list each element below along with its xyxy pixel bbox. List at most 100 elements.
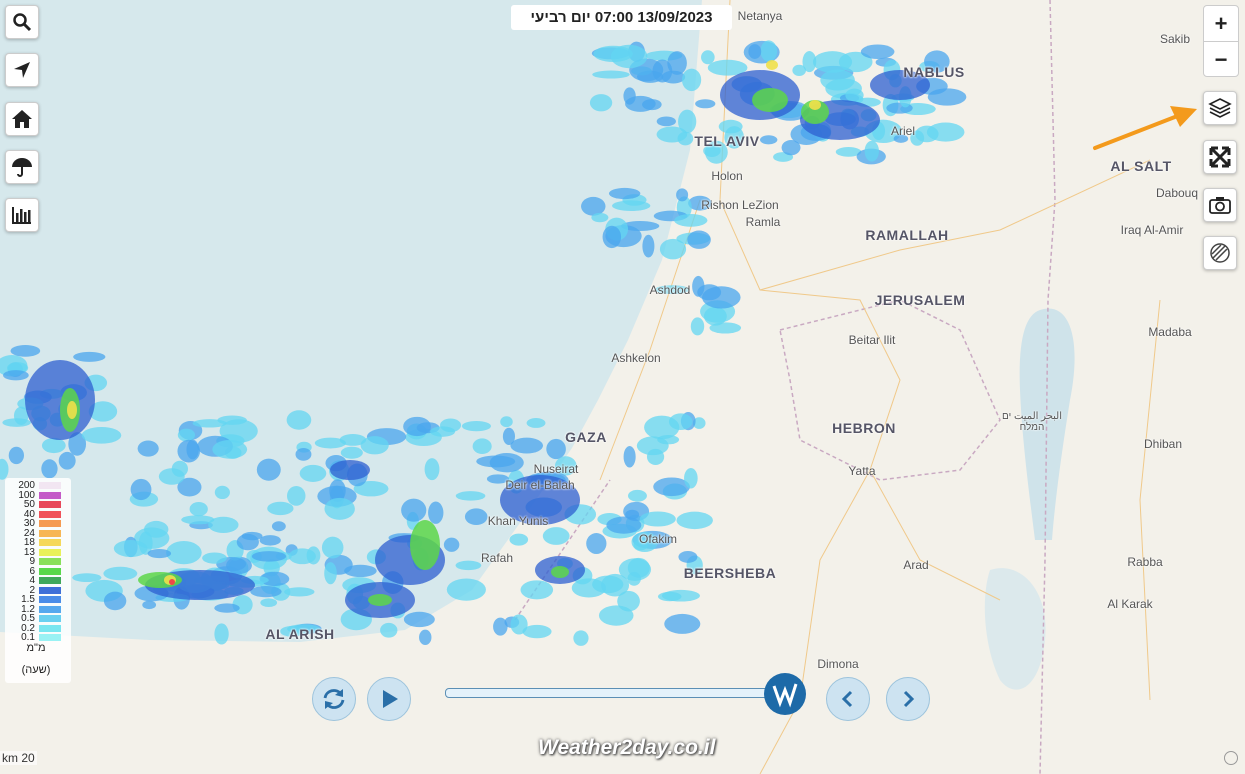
- radar-echo: [493, 617, 508, 636]
- radar-echo: [430, 426, 456, 437]
- radar-echo: [502, 427, 516, 445]
- radar-echo: [208, 516, 239, 534]
- annotation-arrow: [1093, 113, 1182, 150]
- annotation-arrowhead: [1170, 106, 1197, 127]
- radar-echo: [130, 478, 152, 501]
- radar-echo: [500, 475, 580, 525]
- radar-echo: [654, 285, 690, 294]
- radar-echo: [403, 416, 431, 437]
- radar-echo: [186, 439, 199, 460]
- zoom-out[interactable]: −: [1214, 46, 1228, 72]
- next-button[interactable]: [886, 677, 930, 721]
- layers-button[interactable]: [1203, 91, 1237, 125]
- radar-echo: [924, 50, 950, 73]
- zoom-control: + −: [1203, 5, 1239, 77]
- chart-button[interactable]: [5, 198, 39, 232]
- legend-row: 24: [5, 528, 61, 539]
- radar-echo: [653, 477, 690, 497]
- radar-echo: [589, 94, 613, 112]
- legend-swatch: [39, 615, 61, 622]
- fullscreen-button[interactable]: [1203, 140, 1237, 174]
- legend-row: 4: [5, 575, 61, 586]
- radar-echo: [652, 59, 673, 83]
- scale-bar: km 20: [0, 751, 37, 765]
- radar-echo: [542, 527, 570, 545]
- legend-swatch: [39, 605, 61, 613]
- radar-echo: [681, 68, 702, 92]
- radar-echo: [752, 88, 788, 112]
- radar-echo: [330, 460, 370, 480]
- radar-echo: [428, 501, 444, 524]
- legend-value: 9: [29, 556, 35, 567]
- place-label: AL ARISH: [265, 626, 335, 642]
- radar-echo: [659, 238, 687, 260]
- legend-value: 13: [23, 546, 35, 558]
- radar-echo: [510, 437, 544, 454]
- radar-echo: [324, 562, 337, 585]
- radar-echo: [88, 401, 118, 422]
- slider-handle[interactable]: [764, 673, 806, 715]
- refresh-button[interactable]: [312, 677, 356, 721]
- radar-echo: [864, 140, 879, 162]
- legend-row: 100: [5, 490, 61, 501]
- legend-swatch: [39, 624, 61, 632]
- radar-echo: [812, 51, 853, 73]
- radar-echo: [760, 40, 778, 62]
- radar-echo: [169, 579, 175, 585]
- zoom-in[interactable]: +: [1204, 6, 1238, 42]
- legend-swatch: [39, 567, 61, 575]
- legend-swatch: [39, 586, 61, 594]
- radar-echo: [664, 613, 701, 634]
- place-label: Dhiban: [1143, 437, 1183, 451]
- radar-echo: [171, 460, 189, 477]
- place-label: Beitar Ilit: [848, 333, 896, 347]
- overlay-button[interactable]: [1203, 236, 1237, 270]
- locate-button[interactable]: [5, 53, 39, 87]
- timeline-slider[interactable]: [445, 688, 787, 698]
- umbrella-button[interactable]: [5, 150, 39, 184]
- radar-echo: [678, 551, 698, 563]
- radar-echo: [344, 564, 377, 578]
- legend-row: 40: [5, 509, 61, 520]
- legend-swatch: [39, 491, 61, 499]
- radar-echo: [510, 614, 528, 635]
- legend-swatch: [39, 501, 61, 508]
- radar-echo: [295, 447, 312, 461]
- radar-echo: [636, 436, 669, 456]
- radar-echo: [280, 625, 305, 637]
- radar-echo: [801, 100, 829, 124]
- radar-echo: [591, 212, 609, 223]
- radar-echo: [748, 44, 762, 59]
- radar-echo: [314, 437, 346, 449]
- legend-row: 0.1: [5, 632, 61, 643]
- place-label: Yatta: [848, 464, 876, 478]
- legend-row: 2: [5, 584, 61, 596]
- legend-swatch: [39, 510, 61, 518]
- place-label: Arad: [903, 558, 929, 572]
- play-button[interactable]: [367, 677, 411, 721]
- legend-value: 200: [18, 480, 35, 491]
- place-label: JERUSALEM: [874, 292, 966, 308]
- radar-echo: [401, 498, 427, 522]
- screenshot-button[interactable]: [1203, 188, 1237, 222]
- home-button[interactable]: [5, 102, 39, 136]
- previous-button[interactable]: [826, 677, 870, 721]
- legend-value: 1.2: [21, 603, 35, 615]
- legend-value: 2: [29, 584, 35, 596]
- info-button[interactable]: [1224, 751, 1238, 765]
- radar-echo: [674, 214, 708, 227]
- radar-echo: [360, 436, 389, 455]
- radar-echo: [58, 451, 76, 470]
- legend-swatch: [39, 539, 61, 546]
- radar-echo: [598, 605, 634, 626]
- radar-layer: [0, 40, 967, 646]
- radar-echo: [695, 99, 716, 109]
- radar-echo: [661, 589, 700, 602]
- radar-echo: [759, 135, 778, 145]
- legend-swatch: [39, 596, 61, 603]
- search-button[interactable]: [5, 5, 39, 39]
- legend: מ"מ (שעה) 200 100 50 40 30 24 18 13 9 6 4 2 1.5 1.2 0.…: [5, 478, 71, 683]
- radar-echo: [260, 598, 278, 608]
- radar-echo: [147, 548, 172, 559]
- radar-echo: [41, 459, 58, 479]
